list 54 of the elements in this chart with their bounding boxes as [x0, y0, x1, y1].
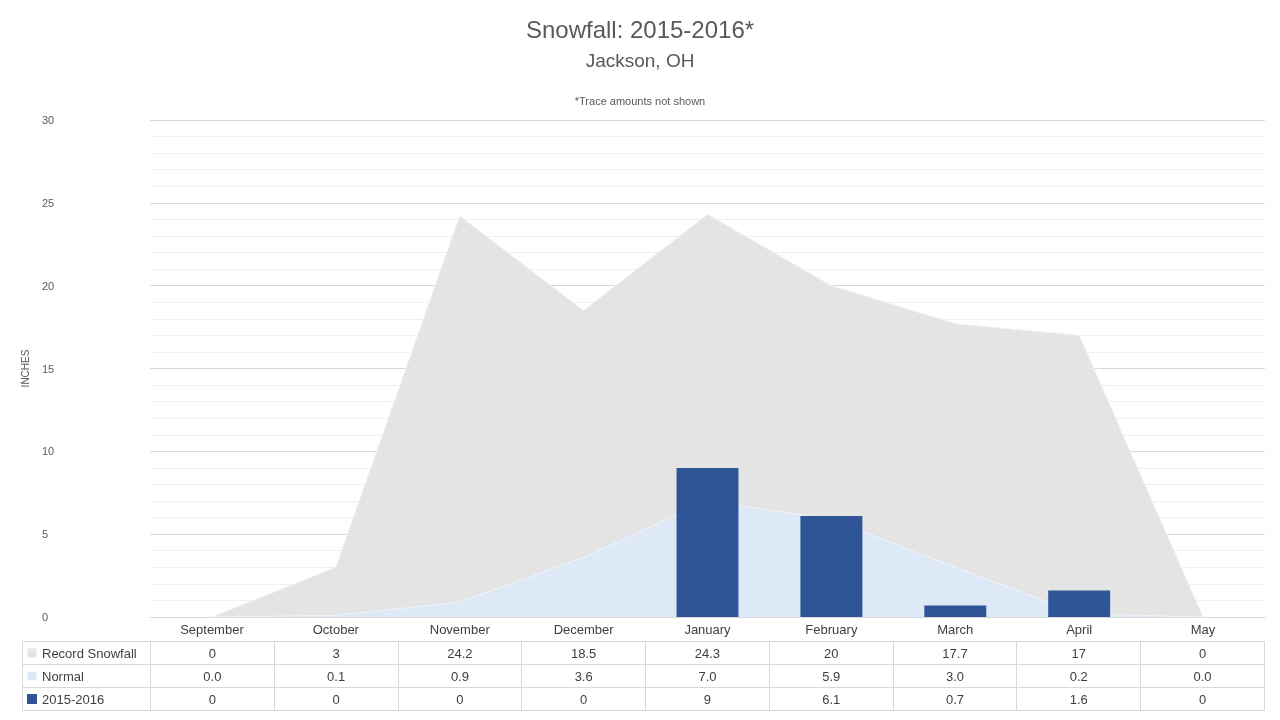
data-label: 0: [150, 687, 275, 711]
chart-subtitle: Jackson, OH: [585, 50, 695, 71]
data-label: 0.9: [398, 664, 522, 688]
y-tick-label: 20: [42, 279, 55, 292]
x-tick-label: December: [553, 622, 615, 637]
x-tick-label: March: [937, 622, 974, 637]
data-label: 17: [1016, 641, 1141, 665]
y-tick-label: 5: [42, 528, 49, 541]
chart-title: Snowfall: 2015-2016*: [525, 15, 755, 43]
data-label: 24.2: [398, 641, 522, 665]
y-tick-label: 30: [42, 114, 55, 126]
data-label: 5.9: [769, 664, 894, 688]
y-axis-title: INCHES: [19, 349, 31, 388]
bar: [1048, 590, 1111, 617]
data-label: 0: [1140, 687, 1265, 711]
x-tick-label: May: [1190, 622, 1216, 637]
data-label: 1.6: [1016, 687, 1141, 711]
data-label: 7.0: [645, 664, 770, 688]
data-label: 3.6: [521, 664, 646, 688]
y-tick-label: 10: [42, 445, 55, 458]
data-label: 18.5: [521, 641, 646, 665]
y-tick-label: 0: [42, 611, 49, 623]
data-label: 0.2: [1016, 664, 1141, 688]
data-label: 0.1: [274, 664, 399, 688]
bar: [676, 467, 739, 617]
x-tick-label: April: [1066, 622, 1093, 637]
data-label: 17.7: [893, 641, 1017, 665]
data-label: 0: [1140, 641, 1265, 665]
data-label: 0: [274, 687, 399, 711]
data-label: 0.0: [150, 664, 275, 688]
data-label: 3: [274, 641, 399, 665]
y-tick-label: 25: [42, 196, 55, 209]
y-tick-label: 15: [42, 362, 55, 375]
text: *Trace amounts not shown: [574, 94, 706, 107]
x-tick-label: January: [684, 622, 732, 637]
legend-label: 2015-2016: [22, 687, 151, 711]
bar: [800, 515, 863, 617]
legend-label: Normal: [22, 664, 151, 688]
data-label: 6.1: [769, 687, 894, 711]
data-label: 0: [398, 687, 522, 711]
legend-label: Record Snowfall: [22, 641, 151, 665]
data-label: 3.0: [893, 664, 1017, 688]
data-label: 24.3: [645, 641, 770, 665]
x-tick-label: November: [429, 622, 491, 637]
x-tick-label: February: [805, 622, 858, 637]
data-label: 0: [150, 641, 275, 665]
bar: [924, 605, 987, 617]
data-label: 0.0: [1140, 664, 1265, 688]
x-tick-label: October: [312, 622, 360, 637]
data-label: 0: [521, 687, 646, 711]
data-label: 9: [645, 687, 770, 711]
x-tick-label: September: [180, 622, 245, 637]
data-label: 0.7: [893, 687, 1017, 711]
data-label: 20: [769, 641, 894, 665]
